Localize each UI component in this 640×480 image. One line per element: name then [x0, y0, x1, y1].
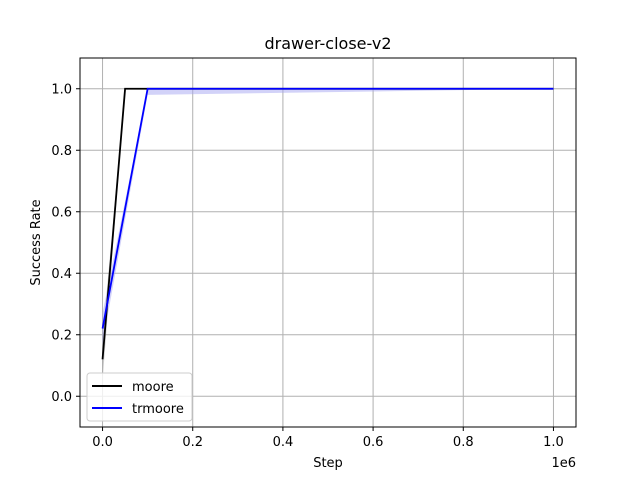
series-line-trmoore	[101, 87, 554, 329]
x-tick-label: 0.0	[92, 435, 113, 450]
y-tick-label: 0.2	[51, 328, 72, 343]
y-tick-label: 0.4	[51, 267, 72, 282]
x-tick-label: 0.6	[363, 435, 384, 450]
y-axis-label: Success Rate	[29, 199, 44, 285]
y-tick-label: 0.8	[51, 144, 72, 159]
y-tick-label: 0.6	[51, 205, 72, 220]
x-tick-label: 1.0	[543, 435, 564, 450]
x-tick-label: 0.2	[182, 435, 203, 450]
x-tick-label: 0.4	[273, 435, 294, 450]
y-tick-label: 1.0	[51, 82, 72, 97]
x-axis-offset-label: 1e6	[551, 456, 576, 471]
legend-label-moore: moore	[132, 380, 174, 395]
x-axis-label: Step	[313, 456, 343, 471]
legend-label-trmoore: trmoore	[132, 402, 184, 417]
legend: moore trmoore	[86, 372, 193, 422]
chart-title: drawer-close-v2	[265, 34, 392, 53]
x-tick-label: 0.8	[453, 435, 474, 450]
x-axis-ticks: 0.0 0.2 0.4 0.6 0.8 1.0	[92, 427, 564, 450]
series-lines	[101, 87, 554, 360]
plot-frame	[79, 57, 577, 428]
y-axis-ticks: 0.0 0.2 0.4 0.6 0.8 1.0	[51, 82, 80, 405]
grid	[80, 58, 576, 427]
y-tick-label: 0.0	[51, 390, 72, 405]
